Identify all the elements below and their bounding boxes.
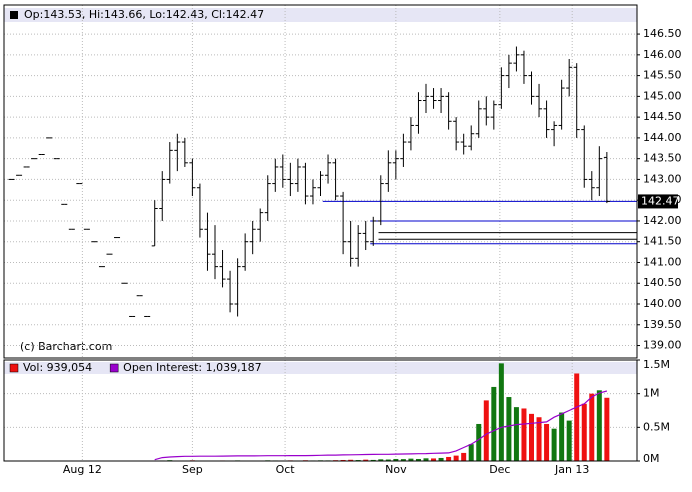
volume-bar bbox=[537, 417, 542, 461]
volume-bar bbox=[597, 390, 602, 461]
volume-bar bbox=[499, 363, 504, 461]
legend-label: Open Interest: 1,039,187 bbox=[123, 361, 261, 374]
legend-swatch bbox=[110, 364, 118, 372]
price-legend: Op:143.53, Hi:143.66, Lo:142.43, Cl:142.… bbox=[24, 8, 264, 21]
volume-bar bbox=[559, 413, 564, 461]
y-tick-label: 1.5M bbox=[643, 358, 670, 371]
volume-bar bbox=[567, 421, 572, 461]
y-tick-label: 140.00 bbox=[643, 297, 682, 310]
volume-bar bbox=[589, 394, 594, 461]
volume-bar bbox=[469, 444, 474, 461]
x-tick-label: Jan 13 bbox=[554, 463, 589, 476]
volume-bar bbox=[521, 408, 526, 461]
y-tick-label: 141.00 bbox=[643, 255, 682, 268]
y-tick-label: 141.50 bbox=[643, 235, 682, 248]
y-tick-label: 146.50 bbox=[643, 27, 682, 40]
volume-bar bbox=[461, 453, 466, 461]
legend-swatch bbox=[10, 11, 18, 19]
y-tick-label: 140.50 bbox=[643, 276, 682, 289]
y-tick-label: 145.50 bbox=[643, 69, 682, 82]
x-tick-label: Dec bbox=[489, 463, 510, 476]
y-tick-label: 0M bbox=[643, 452, 660, 465]
volume-bar bbox=[574, 373, 579, 461]
legend-swatch bbox=[10, 364, 18, 372]
volume-bar bbox=[476, 424, 481, 461]
volume-bar bbox=[491, 387, 496, 461]
y-tick-label: 145.00 bbox=[643, 89, 682, 102]
y-tick-label: 139.50 bbox=[643, 318, 682, 331]
y-tick-label: 144.00 bbox=[643, 131, 682, 144]
x-tick-label: Nov bbox=[385, 463, 407, 476]
y-tick-label: 146.00 bbox=[643, 48, 682, 61]
y-tick-label: 139.00 bbox=[643, 339, 682, 352]
volume-bar bbox=[529, 414, 534, 461]
volume-bar bbox=[552, 429, 557, 461]
volume-bar bbox=[582, 404, 587, 461]
level-label: 142.47 bbox=[641, 194, 680, 207]
y-tick-label: 0.5M bbox=[643, 420, 670, 433]
volume-bar bbox=[446, 457, 451, 461]
y-tick-label: 144.50 bbox=[643, 110, 682, 123]
legend-label: Vol: 939,054 bbox=[23, 361, 92, 374]
x-tick-label: Aug 12 bbox=[63, 463, 102, 476]
x-tick-label: Oct bbox=[276, 463, 296, 476]
volume-legend-band bbox=[4, 362, 637, 374]
y-tick-label: 143.00 bbox=[643, 172, 682, 185]
y-tick-label: 142.00 bbox=[643, 214, 682, 227]
volume-bar bbox=[454, 456, 459, 461]
volume-bar bbox=[506, 397, 511, 461]
volume-bar bbox=[544, 424, 549, 461]
x-tick-label: Sep bbox=[182, 463, 203, 476]
volume-bar bbox=[514, 407, 519, 461]
credit: (c) Barchart.com bbox=[20, 340, 112, 353]
y-tick-label: 143.50 bbox=[643, 152, 682, 165]
y-tick-label: 1M bbox=[643, 387, 660, 400]
volume-bar bbox=[604, 398, 609, 461]
volume-bar bbox=[484, 400, 489, 461]
